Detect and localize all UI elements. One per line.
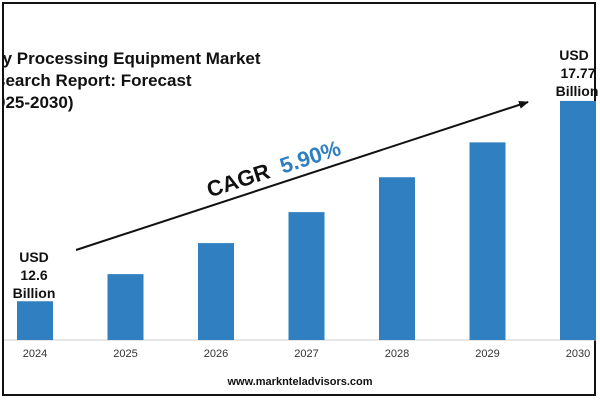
start-annotation-line-2: 12.6 <box>20 267 47 283</box>
x-tick-label-2030: 2030 <box>566 348 590 360</box>
start-value-annotation: USD 12.6 Billion <box>13 249 56 301</box>
x-tick-label-2028: 2028 <box>385 348 409 360</box>
x-tick-label-2027: 2027 <box>294 348 318 360</box>
bar-2026 <box>198 243 234 340</box>
bar-2030 <box>560 100 596 340</box>
cagr-value: 5.90% <box>277 135 344 178</box>
x-tick-label-2025: 2025 <box>113 348 137 360</box>
bar-2024 <box>17 301 53 340</box>
x-tick-labels: 2024 2025 2026 2027 2028 2029 2030 <box>23 348 590 360</box>
bar-2029 <box>469 142 506 340</box>
x-tick-label-2024: 2024 <box>23 348 47 360</box>
bars-layer <box>17 100 596 340</box>
start-annotation-line-1: USD <box>19 249 49 265</box>
bar-2028 <box>379 177 415 340</box>
title-line-1: ry Processing Equipment Market <box>2 49 261 68</box>
x-tick-label-2026: 2026 <box>204 348 228 360</box>
bar-2025 <box>107 274 144 340</box>
title-line-2: search Report: Forecast <box>2 71 192 90</box>
end-value-annotation: USD 17.77 Billion <box>556 47 599 99</box>
start-annotation-line-3: Billion <box>13 285 56 301</box>
cagr-trend-arrow <box>75 100 529 251</box>
chart-title: ry Processing Equipment Market search Re… <box>2 48 296 114</box>
end-annotation-line-1: USD <box>559 47 589 63</box>
source-website: www.marknteladvisors.com <box>227 376 373 388</box>
title-line-3: 025-2030) <box>2 93 74 112</box>
cagr-label: CAGR <box>204 158 273 202</box>
end-annotation-line-3: Billion <box>556 83 599 99</box>
x-tick-label-2029: 2029 <box>475 348 499 360</box>
end-annotation-line-2: 17.77 <box>560 65 595 81</box>
bar-2027 <box>288 212 325 340</box>
